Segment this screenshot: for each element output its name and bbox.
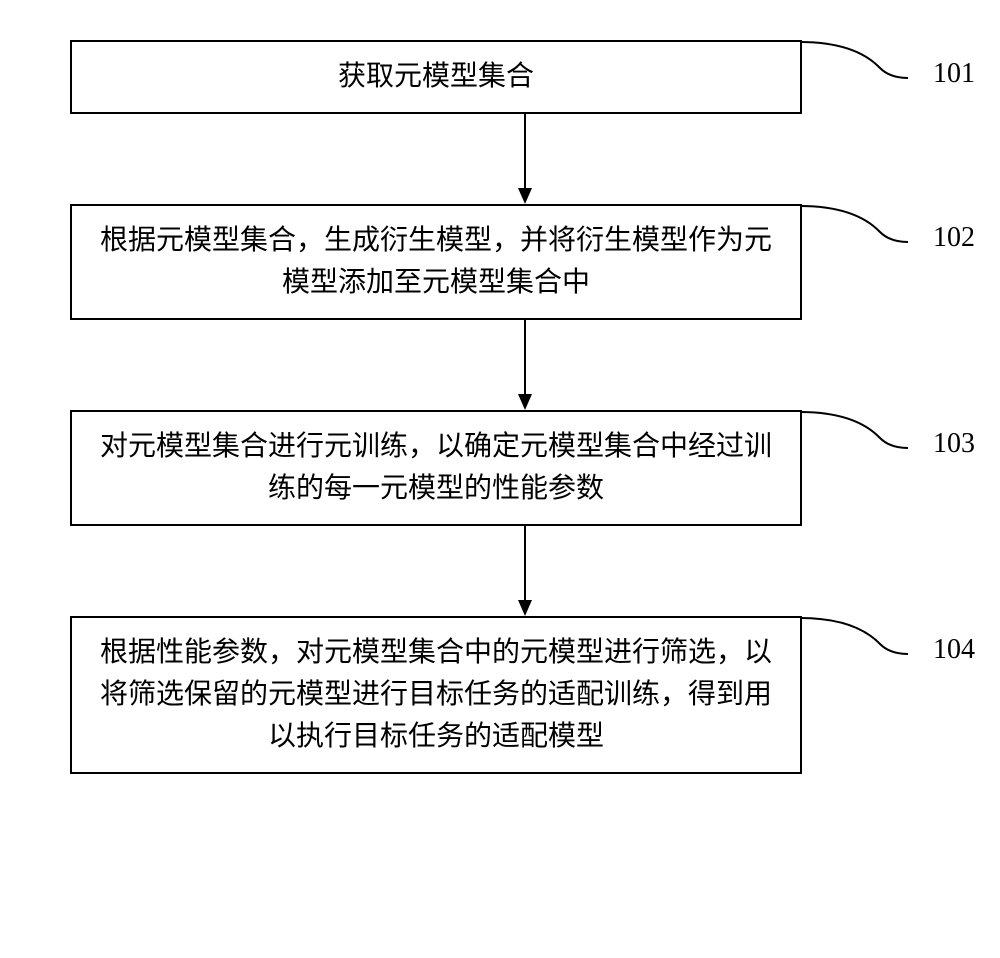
label-connector-curve: [800, 40, 910, 80]
node-text: 根据性能参数，对元模型集合中的元模型进行筛选，以将筛选保留的元模型进行目标任务的…: [92, 632, 780, 758]
node-label: 103: [933, 428, 975, 460]
node-text: 获取元模型集合: [338, 56, 534, 98]
node-label: 102: [933, 222, 975, 254]
node-text: 对元模型集合进行元训练，以确定元模型集合中经过训练的每一元模型的性能参数: [92, 426, 780, 510]
flowchart-row: 根据元模型集合，生成衍生模型，并将衍生模型作为元模型添加至元模型集合中 102: [50, 204, 980, 320]
label-connector-curve: [800, 410, 910, 450]
flowchart-arrow: [510, 114, 540, 204]
flowchart-node: 对元模型集合进行元训练，以确定元模型集合中经过训练的每一元模型的性能参数: [70, 410, 802, 526]
arrow-container: [155, 320, 895, 410]
flowchart-node: 获取元模型集合: [70, 40, 802, 114]
node-label: 104: [933, 634, 975, 666]
label-connector-curve: [800, 204, 910, 244]
node-text: 根据元模型集合，生成衍生模型，并将衍生模型作为元模型添加至元模型集合中: [92, 220, 780, 304]
flowchart-node: 根据性能参数，对元模型集合中的元模型进行筛选，以将筛选保留的元模型进行目标任务的…: [70, 616, 802, 774]
arrow-container: [155, 114, 895, 204]
arrow-container: [155, 526, 895, 616]
label-connector-curve: [800, 616, 910, 656]
flowchart-row: 根据性能参数，对元模型集合中的元模型进行筛选，以将筛选保留的元模型进行目标任务的…: [50, 616, 980, 774]
flowchart-arrow: [510, 526, 540, 616]
flowchart-container: 获取元模型集合 101 根据元模型集合，生成衍生模型，并将衍生模型作为元模型添加…: [50, 40, 980, 774]
flowchart-arrow: [510, 320, 540, 410]
flowchart-node: 根据元模型集合，生成衍生模型，并将衍生模型作为元模型添加至元模型集合中: [70, 204, 802, 320]
flowchart-row: 获取元模型集合 101: [50, 40, 980, 114]
flowchart-row: 对元模型集合进行元训练，以确定元模型集合中经过训练的每一元模型的性能参数 103: [50, 410, 980, 526]
node-label: 101: [933, 58, 975, 90]
